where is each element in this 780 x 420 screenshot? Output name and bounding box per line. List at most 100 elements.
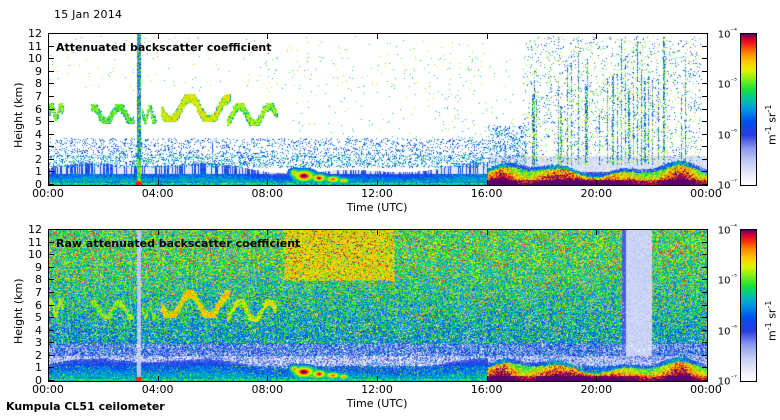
x-tick-label: 16:00	[470, 187, 503, 200]
x-tick-label: 00:00	[32, 383, 64, 396]
x-tick-label: 20:00	[580, 383, 613, 396]
colorbar-bottom	[740, 229, 757, 382]
y-tick-label: 4	[35, 323, 42, 337]
y-tick-label: 10	[28, 52, 42, 66]
y-tick-label: 3	[35, 140, 42, 154]
y-tick-label: 7	[35, 89, 42, 103]
colorbar-tick-label: 10⁻⁷	[717, 178, 737, 192]
colorbar-tick-label: 10⁻⁵	[717, 77, 737, 91]
y-tick-mark	[49, 159, 54, 160]
y-tick-mark-right	[702, 305, 707, 306]
y-tick-mark	[49, 134, 54, 135]
colorbar-tick-label: 10⁻⁴	[717, 27, 737, 41]
y-tick-label: 7	[35, 285, 42, 299]
y-tick-mark	[49, 342, 54, 343]
y-tick-label: 11	[28, 39, 42, 53]
y-tick-label: 6	[35, 298, 42, 312]
y-tick-mark	[49, 184, 54, 185]
y-tick-mark-right	[702, 292, 707, 293]
y-tick-label: 12	[28, 27, 42, 40]
y-tick-mark	[49, 292, 54, 293]
x-tick-mark-top	[158, 230, 159, 235]
y-tick-label: 3	[35, 336, 42, 350]
colorbar-top	[740, 33, 757, 186]
y-tick-label: 12	[28, 223, 42, 236]
y-tick-label: 2	[35, 348, 42, 362]
x-tick-label: 00:00	[690, 187, 722, 200]
x-axis-label-top: Time (UTC)	[346, 201, 408, 214]
date-title: 15 Jan 2014	[54, 8, 123, 21]
panel-label-raw: Raw attenuated backscatter coefficient	[56, 237, 301, 250]
y-tick-label: 1	[35, 361, 42, 375]
y-tick-label: 1	[35, 165, 42, 179]
y-tick-mark-right	[702, 171, 707, 172]
footer-instrument-label: Kumpula CL51 ceilometer	[6, 400, 165, 413]
y-tick-mark-right	[702, 33, 707, 34]
y-tick-mark	[49, 267, 54, 268]
x-tick-label: 00:00	[690, 383, 722, 396]
x-tick-label: 04:00	[141, 187, 174, 200]
y-tick-label: 9	[35, 260, 42, 274]
y-tick-mark-right	[702, 146, 707, 147]
colorbar-tick-label: 10⁻⁶	[717, 127, 737, 141]
y-tick-mark	[49, 71, 54, 72]
y-tick-mark-right	[702, 242, 707, 243]
y-tick-label: 4	[35, 127, 42, 141]
y-tick-mark-right	[702, 184, 707, 185]
y-tick-label: 2	[35, 152, 42, 166]
y-tick-mark	[49, 279, 54, 280]
y-tick-mark	[49, 229, 54, 230]
x-tick-label: 16:00	[470, 383, 503, 396]
x-tick-label: 00:00	[32, 187, 64, 200]
plot-area-raw-attenuated-backscatter[interactable]	[48, 229, 708, 382]
x-tick-mark	[487, 180, 488, 185]
y-tick-mark-right	[702, 367, 707, 368]
y-tick-mark	[49, 171, 54, 172]
y-tick-mark-right	[702, 229, 707, 230]
x-tick-label: 12:00	[361, 383, 393, 396]
x-tick-mark	[158, 180, 159, 185]
y-tick-label: 10	[28, 248, 42, 262]
y-tick-mark	[49, 96, 54, 97]
y-tick-mark	[49, 109, 54, 110]
y-tick-mark	[49, 355, 54, 356]
plot-area-attenuated-backscatter[interactable]	[48, 33, 708, 186]
x-tick-mark	[158, 376, 159, 381]
x-tick-label: 12:00	[361, 187, 393, 200]
y-tick-mark-right	[702, 71, 707, 72]
y-tick-mark	[49, 305, 54, 306]
x-tick-mark	[487, 376, 488, 381]
x-tick-mark	[377, 376, 378, 381]
y-tick-mark	[49, 46, 54, 47]
y-tick-mark-right	[702, 46, 707, 47]
y-tick-mark-right	[702, 330, 707, 331]
x-tick-mark-top	[267, 230, 268, 235]
colorbar-tick-label: 10⁻⁵	[717, 273, 737, 287]
x-tick-label: 04:00	[141, 383, 174, 396]
x-tick-mark-top	[487, 230, 488, 235]
x-tick-label: 08:00	[251, 383, 284, 396]
x-tick-mark-top	[377, 230, 378, 235]
y-tick-label: 8	[35, 77, 42, 91]
y-tick-mark-right	[702, 317, 707, 318]
colorbar-label-top: m-1 sr-1	[764, 104, 779, 145]
y-tick-mark-right	[702, 134, 707, 135]
y-tick-mark-right	[702, 380, 707, 381]
y-tick-mark	[49, 242, 54, 243]
x-tick-mark-top	[377, 34, 378, 39]
x-tick-mark	[377, 180, 378, 185]
colorbar-tick-label: 10⁻⁷	[717, 374, 737, 388]
colorbar-label-bottom: m-1 sr-1	[764, 300, 779, 341]
x-tick-mark	[267, 180, 268, 185]
y-tick-mark	[49, 58, 54, 59]
colorbar-tick-label: 10⁻⁶	[717, 323, 737, 337]
x-tick-label: 08:00	[251, 187, 284, 200]
y-tick-label: 9	[35, 64, 42, 78]
x-tick-mark-top	[267, 34, 268, 39]
y-tick-label: 0	[35, 178, 42, 191]
y-tick-mark-right	[702, 254, 707, 255]
x-tick-mark-top	[596, 230, 597, 235]
x-tick-mark	[267, 376, 268, 381]
y-tick-label: 5	[35, 115, 42, 129]
